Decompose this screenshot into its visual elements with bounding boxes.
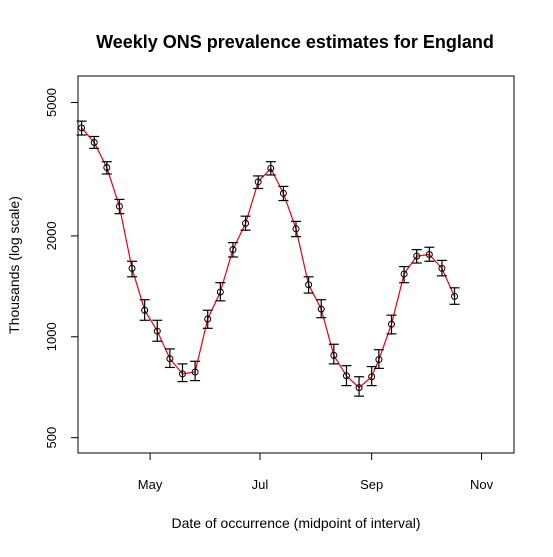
data-point [78,124,86,132]
data-point [387,320,395,328]
x-axis: May Jul Sep Nov [138,452,494,492]
x-tick-label: Jul [252,477,269,492]
data-point [305,281,313,289]
chart-title: Weekly ONS prevalence estimates for Engl… [96,32,494,52]
data-point [400,270,408,278]
data-point [413,252,421,260]
y-tick-label: 5000 [44,88,59,117]
data-point [317,305,325,313]
data-point-group [278,185,289,202]
data-point-group [291,220,301,238]
data-point-group [328,343,339,365]
data-point [355,384,363,392]
data-point [368,373,376,381]
data-point [375,356,383,364]
data-point-group [373,349,384,369]
data-point-group [101,161,112,175]
data-point-group [411,249,422,264]
x-tick-label: May [138,477,163,492]
data-point [451,292,459,300]
data-point-group [76,120,87,136]
data-point [279,189,287,197]
y-tick-label: 2000 [44,221,59,250]
data-point-group [164,348,175,369]
data-point [425,251,433,259]
data-point-group [253,175,264,190]
data-point [141,306,149,314]
data-point-group [399,265,410,284]
data-point [204,315,212,323]
data-point [342,372,350,380]
x-axis-label: Date of occurrence (midpoint of interval… [172,515,421,531]
data-point-group [341,365,352,387]
data-point-group [449,287,460,305]
data-point [242,219,250,227]
y-axis-label: Thousands (log scale) [6,196,22,334]
data-point [153,327,161,335]
y-axis: 500 1000 2000 5000 [44,88,79,449]
data-point-group [152,319,163,342]
data-point-group [386,314,397,335]
data-point-group [215,282,226,302]
series-layer [76,120,460,397]
data-point-group [316,299,327,319]
y-tick-label: 1000 [44,322,59,351]
data-point [267,164,275,172]
data-point [166,355,174,363]
data-point-group [89,135,100,149]
data-point [438,264,446,272]
data-point-group [127,260,138,278]
data-point-group [424,246,435,262]
data-point-group [366,365,377,387]
data-point-group [202,309,213,329]
data-point [292,225,300,233]
data-point [103,163,111,171]
y-tick-label: 500 [44,427,59,449]
data-point-group [114,198,125,215]
data-point [330,351,338,359]
data-point-group [240,215,251,231]
plot-frame [77,75,515,454]
data-point-group [177,363,188,383]
data-point-group [139,299,150,321]
data-point-group [354,376,365,397]
data-point-group [303,276,314,294]
data-point [229,246,237,254]
data-point [90,138,98,146]
data-point-group [190,360,201,382]
data-point [216,288,224,296]
data-point [115,202,123,210]
data-point-group [436,259,447,277]
data-point [191,368,199,376]
data-point [254,178,262,186]
data-point [178,370,186,378]
data-point [128,264,136,272]
data-point-group [265,161,276,176]
x-tick-label: Sep [360,477,383,492]
data-point-group [227,241,238,258]
x-tick-label: Nov [470,477,494,492]
